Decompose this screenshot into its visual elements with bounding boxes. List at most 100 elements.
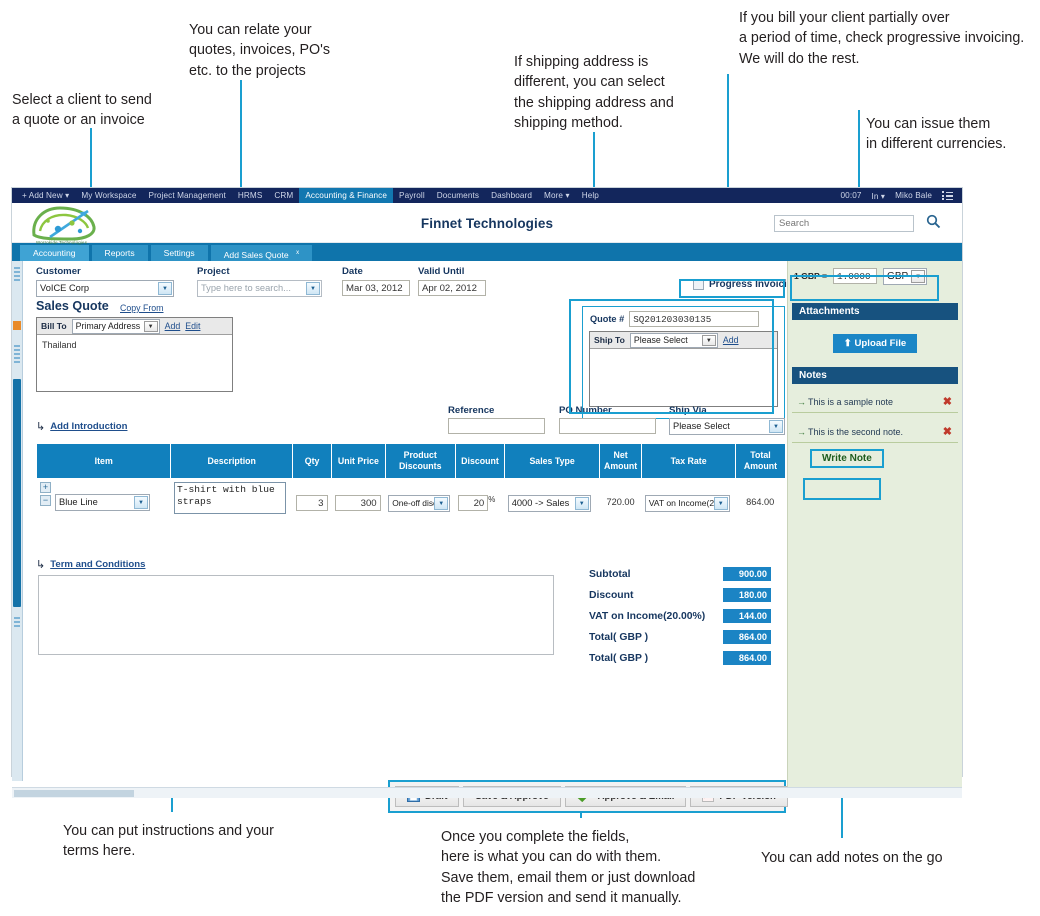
valid-until-input[interactable] [418,280,486,296]
chevron-down-icon[interactable]: ▼ [701,334,716,346]
discount-unit: % [488,495,496,504]
total-label: Total( GBP ) [589,652,649,664]
tab-label: Add Sales Quote [223,249,289,260]
note-text: This is a sample note [808,397,894,407]
bill-to-select[interactable]: Primary Address ▼ [71,318,160,334]
ship-via-select[interactable]: Please Select ▼ [669,418,785,435]
list-item[interactable]: → This is a sample note ✖ [792,391,958,413]
list-menu-icon[interactable] [937,190,958,201]
arrow-right-icon: ↳ [36,559,46,571]
chevron-down-icon[interactable]: ▼ [306,282,320,295]
sales-quote-form: Customer VoICE Corp ▼ Project Type here … [24,261,962,813]
bill-to-edit-link[interactable]: Edit [185,321,201,331]
nav-label: More [544,191,564,200]
terms-row[interactable]: ↳ Term and Conditions [36,558,145,571]
item-select[interactable]: Blue Line ▼ [55,494,150,511]
search-icon[interactable] [922,214,944,233]
nav-item-documents[interactable]: Documents [436,191,480,200]
copy-from-link[interactable]: Copy From [120,303,164,313]
progress-invoicing-label: Progress Invoicing [709,279,800,290]
totals-panel: Subtotal 900.00 Discount 180.00 VAT on I… [589,567,771,672]
total-row-vat: VAT on Income(20.00%) 144.00 [589,609,771,623]
add-introduction-link[interactable]: Add Introduction [50,421,128,432]
description-textarea[interactable]: T-shirt with blue straps [173,482,286,514]
progress-invoicing-field[interactable]: Progress Invoicing [693,279,799,290]
bill-to-add-link[interactable]: Add [164,321,181,331]
chevron-down-icon[interactable]: ▼ [769,420,783,433]
chevron-down-icon: ▾ [880,191,886,201]
qty-input[interactable] [295,495,328,511]
nav-item-add-new[interactable]: + Add New ▾ [16,188,75,203]
logo-caption: Worrokide Technologies [36,240,88,245]
user-name[interactable]: Miko Bale [895,191,932,200]
product-discount-select[interactable]: One-off disco ▼ [388,495,451,512]
nav-item-help[interactable]: Help [581,191,599,200]
search-input[interactable] [774,215,914,232]
horizontal-scrollbar[interactable] [12,787,962,798]
cell-sales-type: 4000 -> Sales ▼ [505,478,600,520]
bill-to-header: Bill To Primary Address ▼ Add Edit [37,318,232,335]
col-description: Description [170,444,293,478]
terms-and-conditions-link[interactable]: Term and Conditions [50,559,146,570]
currency-code-select[interactable]: GBP ▼ [883,267,928,285]
terms-textarea[interactable] [38,575,554,655]
progress-invoicing-checkbox[interactable] [693,279,704,290]
nav-item-my-workspace[interactable]: My Workspace [81,191,137,200]
annotation-actions: Once you complete the fields, here is wh… [441,829,696,906]
nav-item-hrms[interactable]: HRMS [237,191,263,200]
customer-select[interactable]: VoICE Corp ▼ [36,280,174,297]
add-introduction-row[interactable]: ↳ Add Introduction [36,420,127,433]
tax-rate-select[interactable]: VAT on Income(20 ▼ [644,495,730,512]
project-search-input[interactable]: Type here to search... ▼ [197,280,322,297]
chevron-down-icon[interactable]: ▼ [134,496,148,509]
quote-number-input[interactable] [629,311,760,327]
company-logo: Worrokide Technologies [28,201,114,245]
chevron-down-icon[interactable]: ▼ [574,497,589,510]
scroll-up-arrow[interactable] [13,321,21,330]
tab-accounting[interactable]: Accounting [20,245,89,261]
ship-to-add-link[interactable]: Add [722,335,739,345]
tab-settings[interactable]: Settings [150,245,208,261]
table-row: + − Blue Line ▼ T-sh [37,478,785,520]
bill-to-label: Bill To [41,321,67,331]
close-icon[interactable]: x [296,250,300,256]
delete-x-icon[interactable]: ✖ [942,425,952,438]
chevron-down-icon[interactable]: ▼ [434,497,449,510]
remove-row-button[interactable]: − [40,495,51,506]
total-label: VAT on Income(20.00%) [589,610,706,622]
status-selector[interactable]: In ▾ [867,191,891,201]
chevron-down-icon[interactable]: ▼ [713,497,728,510]
line-items-table: Item Description Qty Unit Price Product … [37,444,785,520]
vertical-scrollbar[interactable] [12,261,23,781]
date-label: Date [342,266,363,277]
add-row-button[interactable]: + [40,482,51,493]
tab-reports[interactable]: Reports [91,245,148,261]
nav-item-accounting-finance[interactable]: Accounting & Finance [299,188,394,203]
nav-item-crm[interactable]: CRM [274,191,294,200]
scroll-thumb[interactable] [14,790,134,797]
nav-item-more[interactable]: More ▾ [538,188,576,203]
nav-item-payroll[interactable]: Payroll [399,191,425,200]
ship-to-select[interactable]: Please Select ▼ [629,332,718,348]
nav-item-project-management[interactable]: Project Management [148,191,226,200]
scroll-thumb[interactable] [13,379,21,607]
discount-input[interactable] [458,495,489,511]
delete-x-icon[interactable]: ✖ [942,395,952,408]
chevron-down-icon[interactable]: ▼ [911,269,926,283]
list-item[interactable]: → This is the second note. ✖ [792,421,958,443]
chevron-down-icon[interactable]: ▼ [143,320,158,332]
chevron-down-icon[interactable]: ▼ [158,282,172,295]
bill-to-panel: Bill To Primary Address ▼ Add Edit Thail… [36,317,233,392]
tab-add-sales-quote[interactable]: Add Sales Quote x [210,245,313,261]
unit-price-input[interactable] [334,495,381,511]
date-input[interactable] [342,280,410,296]
nav-item-dashboard[interactable]: Dashboard [491,191,533,200]
po-number-input[interactable] [559,418,656,434]
sales-type-select[interactable]: 4000 -> Sales ▼ [507,495,591,512]
write-note-button[interactable]: Write Note [810,449,884,468]
cell-tax-rate: VAT on Income(20 ▼ [642,478,736,520]
currency-rate-input[interactable] [833,268,878,284]
reference-input[interactable] [448,418,545,434]
reference-label: Reference [448,405,495,416]
upload-file-button[interactable]: ⬆ Upload File [832,334,918,353]
